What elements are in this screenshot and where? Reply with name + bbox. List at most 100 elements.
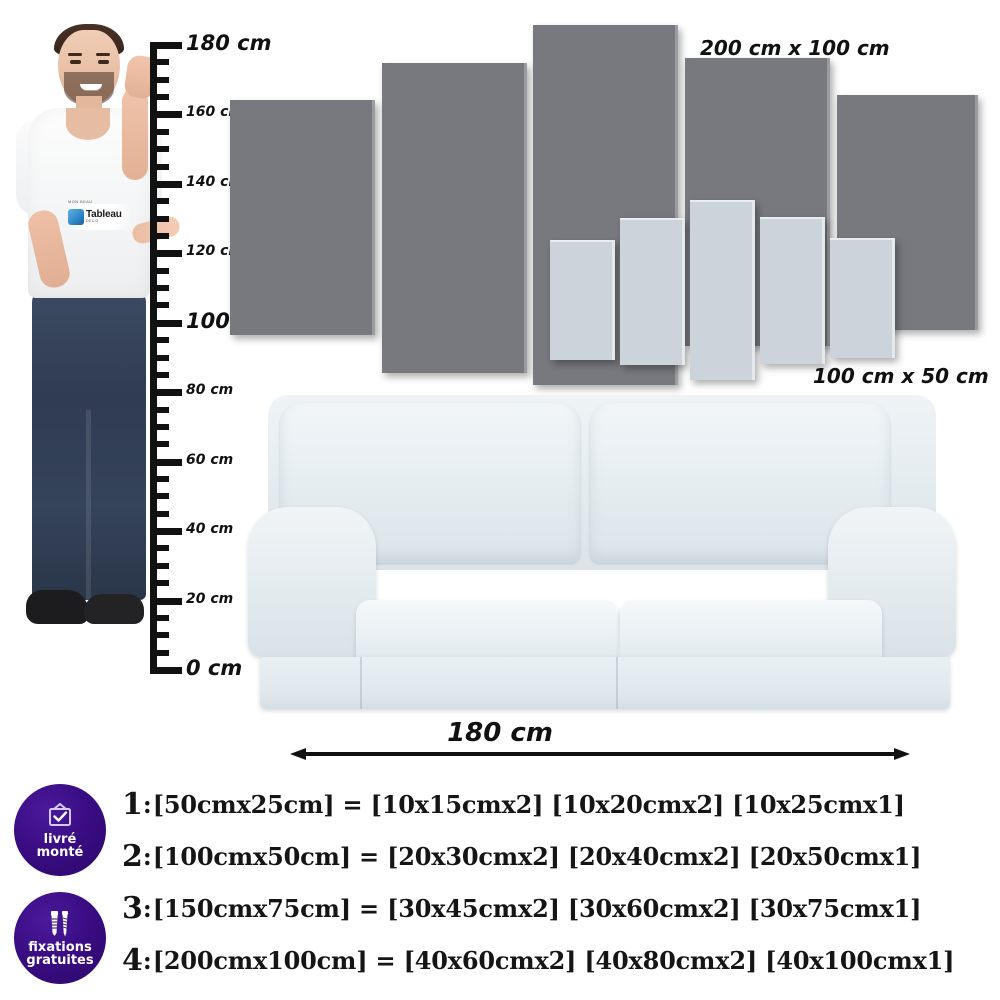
ruler-tick-minor-135 (150, 198, 169, 205)
ruler-tick-minor-150 (150, 146, 169, 153)
sofa-width-label: 180 cm (447, 718, 553, 748)
ruler-tick-minor-165 (150, 94, 169, 101)
ruler-tick-major-120 (150, 250, 182, 258)
model-collar (66, 108, 110, 140)
brand-logo-mark-icon (68, 209, 84, 225)
ruler-tick-minor-90 (150, 354, 169, 361)
ruler-tick-minor-70 (150, 423, 169, 430)
small-panel-4 (760, 217, 825, 364)
ruler-label-180: 180 cm (186, 31, 272, 55)
ruler-tick-minor-170 (150, 76, 169, 83)
dimension-label-large: 200 cm x 100 cm (700, 36, 890, 60)
brand-logo-top-text: MON BEAU (68, 199, 93, 204)
size-row-number: 4 (122, 942, 143, 978)
model-figure: MON BEAU Tableau DECO (10, 22, 182, 682)
badge-free-fixings-text: fixations gratuites (26, 941, 93, 967)
sofa-illustration (238, 385, 968, 710)
ruler-tick-minor-125 (150, 232, 169, 239)
canvas-panel-group (230, 25, 1000, 405)
screw-anchor-icon (45, 909, 75, 939)
ruler-tick-minor-50 (150, 493, 169, 500)
brand-logo: MON BEAU Tableau DECO (68, 199, 130, 230)
size-row-3: 3: [150cmx75cm] = [30x45cmx2] [30x60cmx2]… (122, 882, 1000, 934)
size-row-number: 1 (122, 786, 143, 822)
model-eyebrow-right (96, 53, 110, 56)
size-row-separator: : (142, 893, 152, 923)
model-shoe-right (84, 594, 144, 624)
ruler-tick-major-40 (150, 528, 182, 536)
arrow-line (302, 752, 898, 756)
ruler-label-80: 80 cm (186, 382, 234, 399)
size-row-separator: : (142, 841, 152, 871)
badge-delivered-assembled: livré monté (14, 784, 106, 876)
ruler-tick-minor-25 (150, 580, 169, 587)
sofa-skirt (260, 657, 950, 709)
ruler-tick-minor-45 (150, 510, 169, 517)
ruler-tick-minor-30 (150, 562, 169, 569)
badge-free-fixings: fixations gratuites (14, 892, 106, 984)
size-row-separator: : (142, 945, 152, 975)
ruler-tick-minor-55 (150, 476, 169, 483)
brand-logo-wordmark: Tableau DECO (86, 210, 122, 224)
badge-delivered-assembled-text: livré monté (37, 833, 84, 859)
ruler-tick-minor-10 (150, 632, 169, 639)
box-check-icon (45, 801, 75, 831)
size-row-2: 2: [100cmx50cm] = [20x30cmx2] [20x40cmx2]… (122, 830, 1000, 882)
badge-line-2: monté (36, 845, 84, 860)
ruler-tick-minor-15 (150, 614, 169, 621)
size-breakdown-rows: 1: [50cmx25cm] = [10x15cmx2] [10x20cmx2] … (122, 778, 1000, 986)
ruler-tick-minor-35 (150, 545, 169, 552)
ruler-tick-major-20 (150, 597, 182, 605)
size-row-number: 2 (122, 838, 143, 874)
ruler-label-40: 40 cm (186, 521, 234, 538)
ruler-tick-minor-105 (150, 302, 169, 309)
small-panel-1 (550, 240, 615, 360)
size-row-text: [150cmx75cm] = [30x45cmx2] [30x60cmx2] [… (152, 893, 922, 923)
small-panel-2 (620, 218, 685, 365)
model-mouth (80, 84, 102, 91)
ruler-tick-major-80 (150, 389, 182, 397)
model-eye-left (70, 60, 81, 64)
ruler-tick-minor-75 (150, 406, 169, 413)
model-shoe-left (26, 590, 88, 624)
ruler-tick-minor-65 (150, 441, 169, 448)
ruler-tick-major-140 (150, 180, 182, 188)
small-panel-3 (690, 200, 755, 380)
badge-line-1: livré (43, 832, 77, 847)
model-jeans (32, 290, 146, 600)
panel-1 (230, 100, 375, 335)
ruler-label-160: 160 cm (186, 104, 243, 121)
badge-line-2: gratuites (26, 953, 94, 968)
ruler-label-20: 20 cm (186, 590, 234, 607)
ruler-tick-major-100 (150, 319, 182, 327)
dimension-label-small: 100 cm x 50 cm (813, 364, 989, 388)
size-row-separator: : (142, 789, 152, 819)
brand-logo-tagline: DECO (86, 219, 99, 224)
ruler-label-60: 60 cm (186, 451, 234, 468)
arrow-head-left-icon (290, 748, 306, 760)
badge-line-1: fixations (28, 940, 92, 955)
sofa-width-arrow (290, 748, 910, 760)
ruler-tick-minor-145 (150, 163, 169, 170)
ruler-tick-minor-175 (150, 59, 169, 66)
model-eyebrow-left (68, 53, 82, 56)
ruler-tick-minor-110 (150, 285, 169, 292)
arrow-head-right-icon (894, 748, 910, 760)
ruler-tick-minor-115 (150, 267, 169, 274)
ruler-tick-minor-155 (150, 128, 169, 135)
small-panel-5 (830, 238, 895, 358)
size-row-text: [50cmx25cm] = [10x15cmx2] [10x20cmx2] [1… (152, 789, 905, 819)
size-row-text: [200cmx100cm] = [40x60cmx2] [40x80cmx2] … (152, 945, 955, 975)
ruler-tick-minor-95 (150, 337, 169, 344)
ruler-tick-minor-5 (150, 649, 169, 656)
ruler-tick-major-180 (150, 42, 182, 49)
model-eye-right (98, 60, 109, 64)
ruler-tick-minor-85 (150, 371, 169, 378)
size-row-1: 1: [50cmx25cm] = [10x15cmx2] [10x20cmx2] … (122, 778, 1000, 830)
scale-scene: MON BEAU Tableau DECO 180 cm 160 cm 140 cm… (10, 22, 1000, 760)
size-row-4: 4: [200cmx100cm] = [40x60cmx2] [40x80cmx2… (122, 934, 1000, 986)
size-breakdown-legend: livré monté (0, 778, 1000, 1000)
height-ruler: 180 cm 160 cm 140 cm 120 cm 100 cm 80 cm 60 cm… (150, 31, 271, 680)
ruler-label-120: 120 cm (186, 243, 243, 260)
